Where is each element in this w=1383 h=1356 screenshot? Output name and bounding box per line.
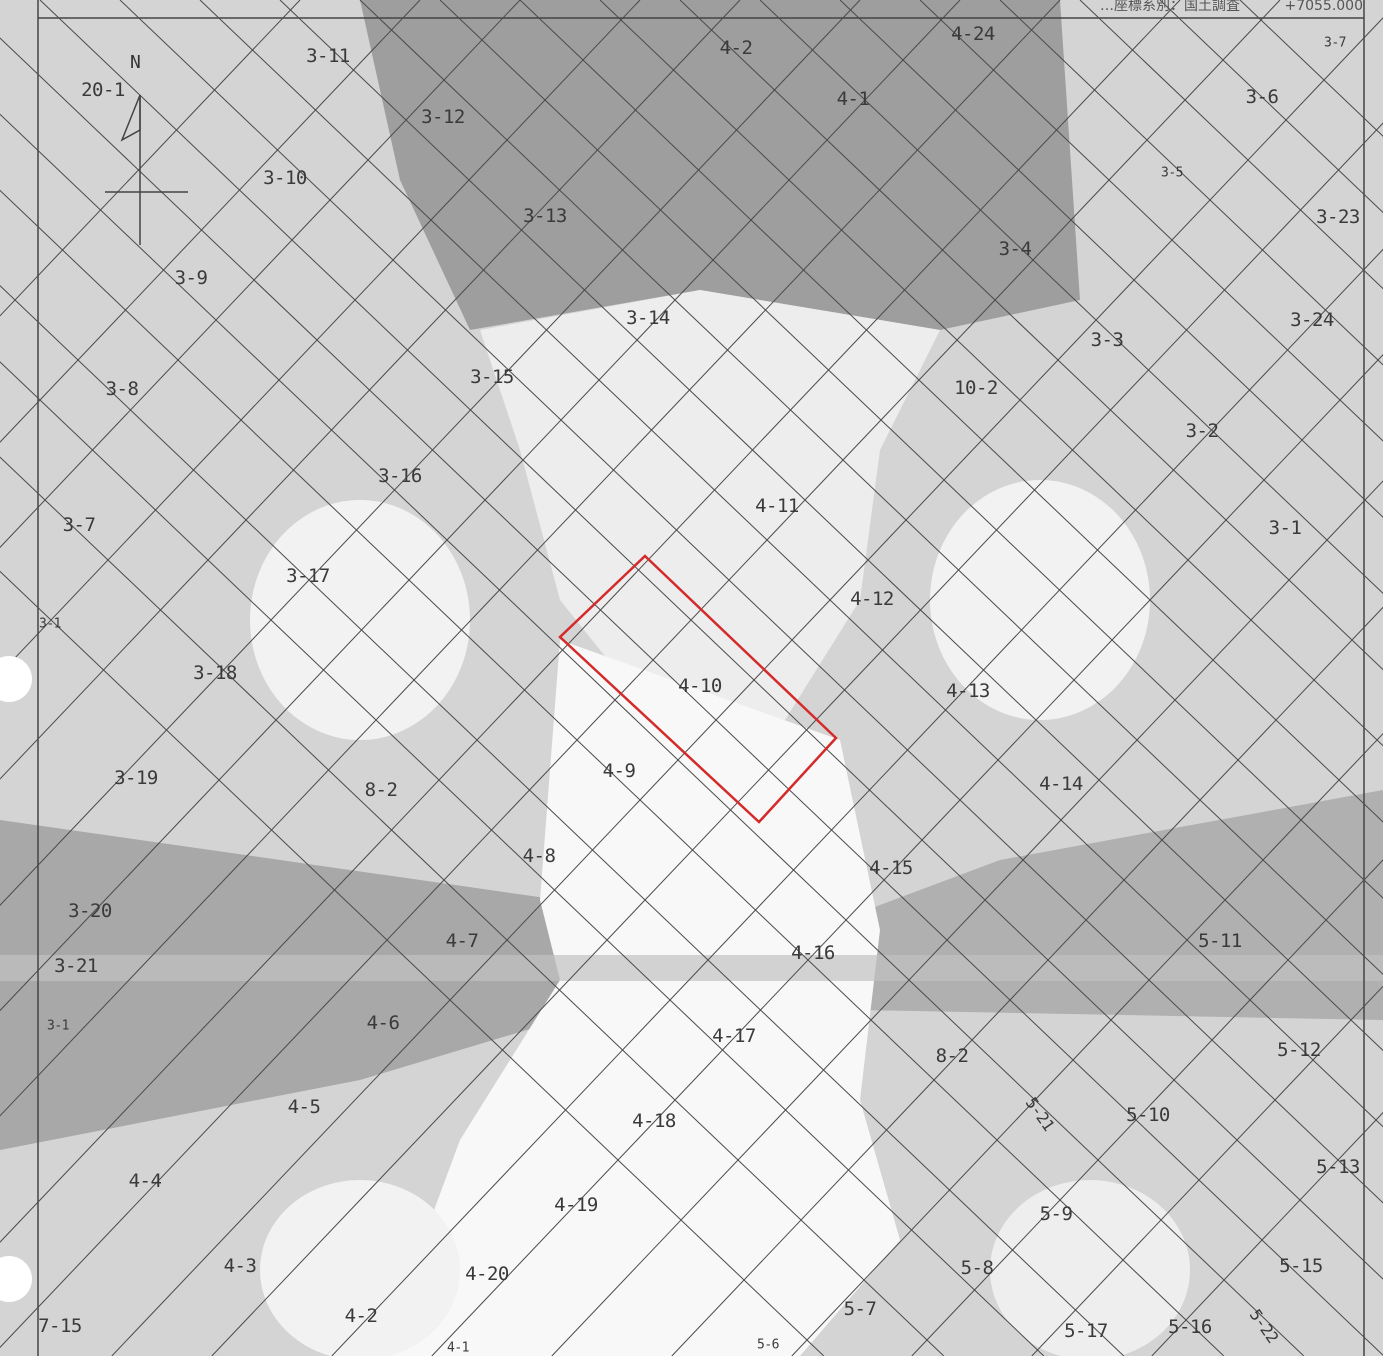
parcel-label: 4-6 [366,1012,400,1034]
parcel-label: 5-12 [1277,1039,1321,1061]
parcel-label: 10-2 [954,377,998,399]
parcel-label: 4-19 [554,1194,598,1216]
parcel-label: 3-6 [1245,86,1279,108]
parcel-label: 3-24 [1290,309,1334,331]
parcel-label: 3-13 [523,205,567,227]
parcel-label: 3-1 [47,1018,69,1034]
parcel-label: 3-16 [378,465,422,487]
parcel-label: 3-17 [286,565,330,587]
parcel-label: 4-12 [850,588,894,610]
parcel-label: 5-11 [1198,930,1242,952]
parcel-label: 4-14 [1039,773,1083,795]
parcel-label: 3-8 [105,378,139,400]
map-header: …座標系別：国土調査 +7055.000 [1060,0,1363,15]
parcel-label: 3-3 [1090,329,1124,351]
parcel-label: 4-11 [755,495,799,517]
parcel-label: 3-2 [1185,420,1219,442]
parcel-label: 5-7 [843,1298,877,1320]
parcel-label: 5-6 [757,1337,779,1353]
parcel-label: 20-1 [81,79,125,101]
parcel-label: 4-4 [128,1170,162,1192]
parcel-label: 5-10 [1126,1104,1170,1126]
parcel-label: 3-10 [263,167,307,189]
parcel-label: 4-13 [946,680,990,702]
parcel-label: 3-15 [470,366,514,388]
parcel-label: 4-5 [287,1096,321,1118]
parcel-label: 5-8 [960,1257,994,1279]
parcel-label: 4-10 [678,675,722,697]
parcel-label: 3-5 [1161,165,1183,181]
parcel-label: 3-11 [306,45,350,67]
parcel-label: 8-2 [364,779,398,801]
parcel-label: 4-8 [522,845,556,867]
parcel-label: 3-20 [68,900,112,922]
parcel-label: 3-7 [1324,35,1346,51]
parcel-label: 4-15 [869,857,913,879]
parcel-label: 4-3 [223,1255,257,1277]
parcel-label: 3-12 [421,106,465,128]
coordinate-system-label: …座標系別：国土調査 [1100,0,1241,14]
parcel-label: 4-7 [445,930,479,952]
parcel-label: 4-17 [712,1025,756,1047]
coordinate-value: +7055.000 [1284,0,1363,14]
parcel-label: 5-15 [1279,1255,1323,1277]
parcel-label: 5-13 [1316,1156,1360,1178]
parcel-label: 3-7 [62,514,96,536]
parcel-label: 3-23 [1316,206,1360,228]
parcel-label: 4-2 [719,37,753,59]
parcel-label: 4-20 [465,1263,509,1285]
north-label: N [130,52,141,73]
parcel-label: 3-21 [54,955,98,977]
parcel-label: 3-1 [1268,517,1302,539]
parcel-label: 8-2 [935,1045,969,1067]
parcel-label: 4-9 [602,760,636,782]
parcel-label: 7-15 [38,1315,82,1337]
parcel-label: 5-16 [1168,1316,1212,1338]
parcel-label: 4-18 [632,1110,676,1132]
parcel-label: 5-17 [1064,1320,1108,1342]
parcel-label: 4-2 [344,1305,378,1327]
parcel-label: 3-14 [626,307,670,329]
parcel-label: 3-18 [193,662,237,684]
parcel-label: 4-1 [447,1340,469,1356]
parcel-label: 4-16 [791,942,835,964]
highlight-parcel-outline [558,554,838,824]
parcel-label: 4-24 [951,23,995,45]
parcel-label: 3-9 [174,267,208,289]
parcel-label: 5-9 [1039,1203,1073,1225]
parcel-label: 3-1 [39,616,61,632]
parcel-label: 3-19 [114,767,158,789]
parcel-label: 4-1 [836,88,870,110]
parcel-label: 3-4 [998,238,1032,260]
